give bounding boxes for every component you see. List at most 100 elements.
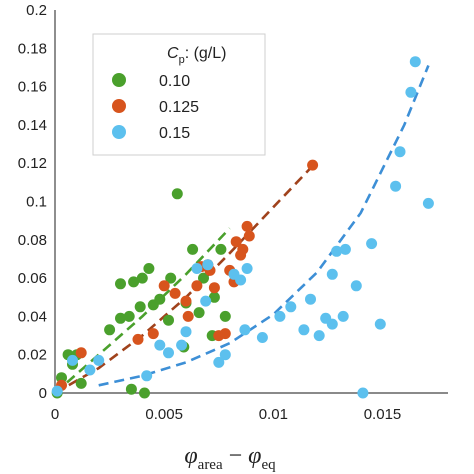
data-point-series-1 — [219, 328, 231, 340]
data-point-series-1 — [241, 220, 253, 232]
data-point-series-2 — [67, 354, 78, 366]
data-point-series-0 — [187, 243, 199, 255]
data-point-series-2 — [331, 245, 343, 257]
data-point-series-0 — [115, 278, 126, 290]
data-point-series-2 — [274, 310, 286, 322]
data-point-series-0 — [154, 293, 166, 305]
data-point-series-0 — [136, 272, 148, 284]
data-point-series-1 — [132, 333, 144, 345]
y-tick-label: 0.2 — [26, 2, 47, 19]
data-point-series-2 — [84, 364, 96, 376]
data-point-series-0 — [171, 188, 183, 200]
data-point-series-2 — [305, 293, 316, 305]
data-point-series-1 — [169, 287, 181, 299]
data-point-series-2 — [191, 263, 203, 274]
data-point-series-2 — [339, 243, 351, 255]
x-tick-labels: 0 0.005 0.01 0.015 — [51, 406, 401, 423]
data-points — [51, 56, 434, 399]
data-point-series-0 — [56, 372, 67, 384]
y-tick-label: 0.16 — [18, 79, 47, 96]
legend-label-2: 0.15 — [159, 125, 190, 142]
data-point-series-2 — [405, 86, 417, 98]
y-tick-label: 0.06 — [18, 270, 47, 287]
data-point-series-2 — [350, 280, 362, 292]
data-point-series-0 — [165, 272, 177, 284]
data-point-series-0 — [143, 263, 155, 274]
y-tick-label: 0 — [39, 385, 47, 402]
data-point-series-2 — [180, 326, 192, 338]
data-point-series-2 — [326, 268, 338, 280]
y-tick-labels: 0 0.02 0.04 0.06 0.08 0.1 0.12 0.14 0.16 0.18 0.2 — [18, 2, 47, 402]
data-point-series-0 — [104, 324, 116, 336]
data-point-series-1 — [182, 310, 194, 322]
data-point-series-2 — [313, 330, 325, 342]
data-point-series-1 — [237, 243, 249, 255]
y-tick-label: 0.18 — [18, 40, 47, 57]
data-point-series-2 — [337, 310, 349, 322]
trend-line — [54, 227, 231, 394]
data-point-series-1 — [230, 236, 242, 248]
legend-marker-1 — [112, 99, 126, 113]
data-point-series-2 — [213, 356, 225, 368]
x-tick-label: 0.005 — [145, 406, 183, 423]
data-point-series-2 — [235, 274, 247, 286]
legend-label-0: 0.10 — [159, 73, 190, 90]
legend-label-1: 0.125 — [159, 99, 199, 116]
legend-title: Cp: (g/L) — [167, 45, 226, 66]
data-point-series-2 — [93, 354, 105, 366]
data-point-series-0 — [193, 307, 205, 319]
data-point-series-0 — [163, 314, 174, 326]
data-point-series-2 — [241, 263, 253, 274]
data-point-series-1 — [147, 328, 159, 340]
axes — [54, 10, 448, 394]
legend-marker-0 — [112, 73, 126, 87]
y-tick-label: 0.08 — [18, 232, 47, 249]
data-point-series-0 — [134, 301, 146, 313]
data-point-series-2 — [239, 324, 251, 336]
data-point-series-2 — [409, 56, 421, 68]
data-point-series-0 — [115, 312, 126, 324]
data-point-series-2 — [326, 318, 338, 330]
y-tick-label: 0.12 — [18, 155, 47, 172]
y-tick-label: 0.14 — [18, 117, 47, 134]
legend: Cp: (g/L) 0.10 0.125 0.15 — [92, 33, 266, 156]
data-point-series-1 — [158, 280, 170, 292]
data-point-series-1 — [243, 230, 255, 242]
x-tick-label: 0 — [51, 406, 59, 423]
data-point-series-0 — [123, 310, 135, 322]
data-point-series-2 — [163, 347, 174, 359]
x-tick-label: 0.015 — [364, 406, 402, 423]
y-tick-label: 0.02 — [18, 347, 47, 364]
data-point-series-0 — [139, 387, 150, 399]
data-point-series-2 — [202, 259, 214, 271]
data-point-series-1 — [307, 159, 319, 171]
data-point-series-2 — [219, 349, 231, 361]
data-point-series-0 — [198, 272, 209, 284]
data-point-series-2 — [394, 146, 406, 158]
y-tick-label: 0.04 — [18, 308, 47, 325]
trend-line — [98, 65, 430, 387]
data-point-series-2 — [357, 387, 369, 399]
data-point-series-2 — [374, 318, 386, 330]
data-point-series-1 — [180, 295, 192, 307]
data-point-series-2 — [200, 295, 212, 307]
y-tick-label: 0.1 — [26, 194, 47, 211]
data-point-series-0 — [128, 276, 140, 288]
data-point-series-1 — [208, 282, 220, 294]
data-point-series-0 — [215, 243, 227, 255]
data-point-series-0 — [219, 310, 231, 322]
x-axis-label: φarea − φeq — [184, 443, 276, 473]
data-point-series-2 — [256, 332, 268, 343]
data-point-series-0 — [125, 383, 137, 395]
data-point-series-2 — [390, 180, 402, 192]
legend-marker-2 — [112, 125, 126, 139]
data-point-series-2 — [154, 339, 166, 351]
data-point-series-2 — [422, 197, 434, 209]
data-point-series-2 — [366, 238, 378, 250]
data-point-series-2 — [141, 370, 153, 382]
x-tick-label: 0.01 — [259, 406, 288, 423]
data-point-series-2 — [298, 324, 310, 336]
data-point-series-2 — [285, 301, 297, 313]
data-point-series-0 — [208, 291, 220, 303]
